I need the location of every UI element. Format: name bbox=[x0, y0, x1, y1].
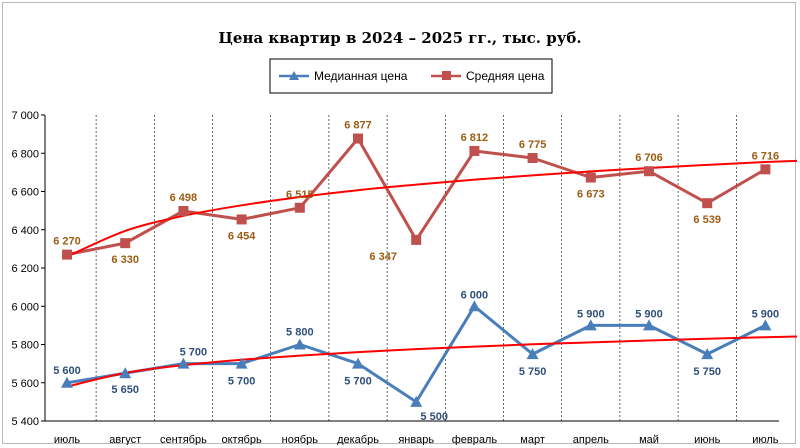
median-price-marker bbox=[293, 338, 306, 350]
average-data-label: 6 706 bbox=[635, 152, 663, 164]
average-data-label: 6 877 bbox=[344, 120, 372, 132]
y-tick-label: 6 000 bbox=[11, 301, 39, 313]
median-price-marker bbox=[526, 348, 539, 360]
x-tick-label: ноябрь bbox=[282, 434, 319, 445]
series-lines bbox=[66, 137, 767, 404]
y-tick-label: 5 800 bbox=[11, 340, 39, 352]
median-data-label: 5 650 bbox=[111, 384, 139, 396]
median-price-marker bbox=[584, 319, 597, 331]
y-tick-label: 5 600 bbox=[11, 378, 39, 390]
chart-svg: Цена квартир в 2024 – 2025 гг., тыс. руб… bbox=[11, 29, 797, 445]
x-tick-label: сентябрь bbox=[160, 434, 207, 445]
median-price-marker bbox=[759, 319, 772, 331]
average-trendline bbox=[66, 159, 797, 258]
median-data-label: 5 700 bbox=[344, 376, 372, 388]
average-data-label: 6 775 bbox=[519, 139, 547, 151]
chart-title: Цена квартир в 2024 – 2025 гг., тыс. руб… bbox=[218, 29, 581, 47]
y-tick-label: 6 200 bbox=[11, 263, 39, 275]
median-data-label: 5 900 bbox=[577, 308, 605, 320]
average-data-label: 6 812 bbox=[461, 132, 489, 144]
average-price-marker bbox=[120, 238, 131, 249]
x-tick-label: август bbox=[109, 434, 141, 445]
average-price-marker bbox=[236, 214, 247, 225]
average-price-marker bbox=[469, 145, 480, 156]
median-data-label: 6 000 bbox=[461, 289, 489, 301]
y-tick-label: 5 400 bbox=[11, 416, 39, 428]
average-price-marker bbox=[178, 206, 189, 217]
x-axis-ticks: июль август сентябрь октябрь ноябрь декабрь ян… bbox=[54, 434, 779, 445]
average-price-marker bbox=[760, 164, 771, 175]
average-price-marker bbox=[585, 172, 596, 183]
x-tick-label: октябрь bbox=[221, 434, 261, 445]
median-price-marker bbox=[410, 395, 423, 407]
x-tick-label: май bbox=[639, 434, 659, 445]
median-data-label: 5 500 bbox=[420, 411, 448, 423]
legend: Медианная цена Средняя цена bbox=[269, 58, 553, 94]
legend-average-label: Средняя цена bbox=[466, 69, 545, 83]
median-data-label: 5 750 bbox=[519, 366, 547, 378]
median-price-marker bbox=[468, 300, 481, 312]
median-price-marker bbox=[119, 367, 132, 379]
median-price-marker bbox=[235, 357, 248, 369]
y-tick-label: 7 000 bbox=[11, 110, 39, 122]
y-axis-ticks: 5 400 5 600 5 800 6 000 6 200 6 400 6 600 6 800… bbox=[11, 110, 45, 428]
average-price-marker bbox=[353, 133, 363, 144]
average-data-label: 6 539 bbox=[693, 214, 721, 226]
legend-average-marker bbox=[442, 71, 451, 80]
average-data-label: 6 330 bbox=[111, 254, 139, 266]
median-data-label: 5 900 bbox=[635, 308, 663, 320]
median-price-marker bbox=[643, 319, 655, 331]
median-price-marker bbox=[177, 357, 190, 369]
median-data-label: 5 800 bbox=[286, 327, 314, 339]
average-price-marker bbox=[702, 198, 713, 209]
average-price-marker bbox=[644, 166, 654, 177]
median-data-label: 5 700 bbox=[228, 376, 256, 388]
median-price-marker bbox=[701, 348, 714, 360]
average-data-label: 6 515 bbox=[286, 189, 314, 201]
median-price-line bbox=[66, 304, 767, 404]
median-data-label: 5 700 bbox=[180, 347, 208, 359]
median-trendline bbox=[66, 335, 797, 388]
median-data-label: 5 750 bbox=[693, 366, 721, 378]
median-data-label: 5 600 bbox=[53, 365, 81, 377]
x-tick-label: декабрь bbox=[337, 434, 379, 445]
y-tick-label: 6 400 bbox=[11, 225, 39, 237]
average-data-label: 6 673 bbox=[577, 189, 605, 201]
legend-median-label: Медианная цена bbox=[314, 69, 408, 83]
average-data-label: 6 347 bbox=[369, 251, 397, 263]
legend-box bbox=[269, 58, 553, 94]
x-tick-label: апрель bbox=[573, 434, 609, 445]
average-data-label: 6 270 bbox=[53, 236, 81, 248]
median-price-marker bbox=[61, 376, 73, 388]
average-price-marker bbox=[294, 202, 305, 213]
median-data-label: 5 900 bbox=[752, 308, 780, 320]
average-data-label: 6 716 bbox=[752, 150, 780, 162]
average-price-marker bbox=[527, 153, 538, 164]
average-data-label: 6 454 bbox=[228, 230, 256, 242]
average-price-marker bbox=[62, 249, 72, 260]
data-labels: 5 600 5 650 5 700 5 700 5 800 5 700 5 500 6 000… bbox=[53, 120, 779, 423]
median-price-marker bbox=[352, 357, 364, 369]
x-tick-label: февраль bbox=[452, 434, 498, 445]
x-tick-label: июль bbox=[752, 434, 779, 445]
x-tick-label: июль bbox=[54, 434, 81, 445]
series-markers bbox=[61, 133, 772, 407]
legend-median-marker bbox=[289, 71, 299, 80]
x-tick-label: март bbox=[520, 434, 545, 445]
x-tick-label: январь bbox=[398, 434, 434, 445]
y-tick-label: 6 600 bbox=[11, 187, 39, 199]
average-price-marker bbox=[411, 234, 422, 245]
y-tick-label: 6 800 bbox=[11, 148, 39, 160]
average-data-label: 6 498 bbox=[170, 192, 198, 204]
grid-lines bbox=[95, 115, 737, 421]
x-tick-label: июнь bbox=[694, 434, 720, 445]
